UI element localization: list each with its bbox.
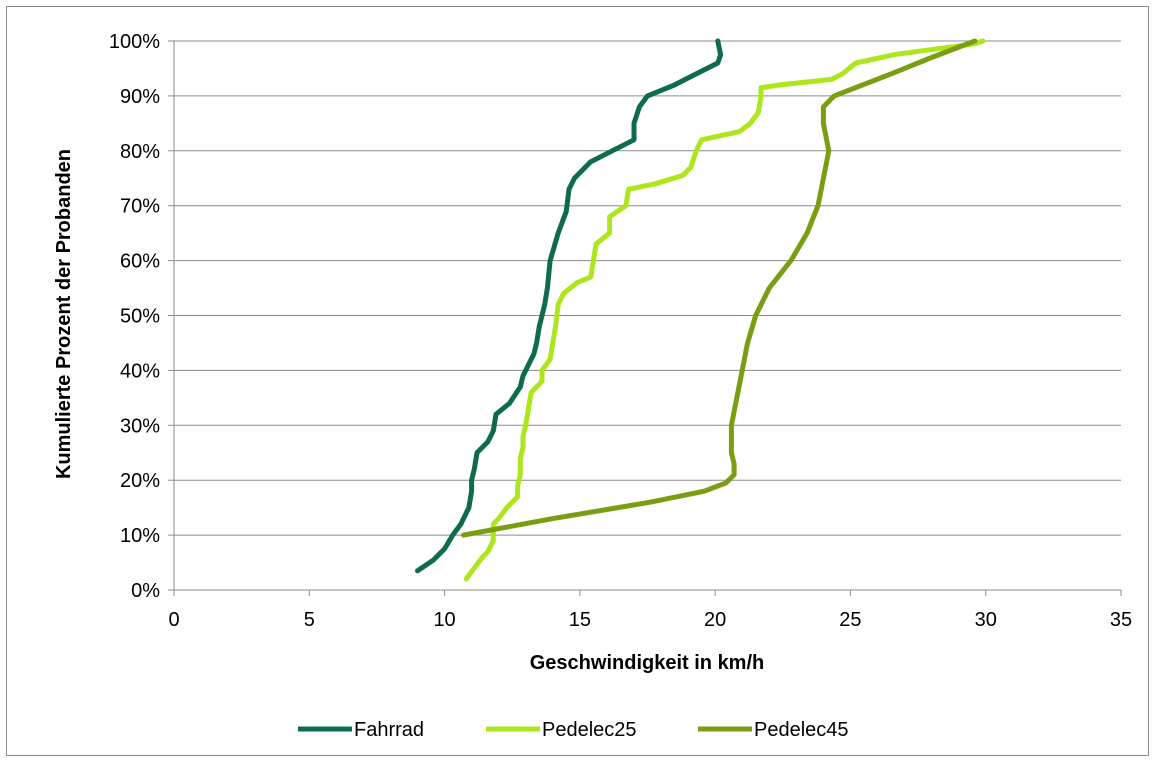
x-tick-label: 25: [839, 609, 861, 631]
x-tick-label: 30: [975, 609, 997, 631]
y-tick-labels: 0% 10% 20% 30% 40% 50% 60% 70% 80% 90% 100%: [109, 31, 160, 602]
y-tick-label: 70%: [120, 196, 160, 218]
chart-frame: [6, 6, 1149, 756]
y-tick-label: 50%: [120, 306, 160, 328]
legend: Fahrrad Pedelec25 Pedelec45: [298, 719, 849, 741]
x-tick-label: 20: [704, 609, 726, 631]
legend-label-pedelec25: Pedelec25: [542, 719, 637, 741]
legend-label-fahrrad: Fahrrad: [354, 719, 424, 741]
y-tick-label: 20%: [120, 470, 160, 492]
series-line-fahrrad: [415, 38, 724, 574]
y-tick-label: 90%: [120, 86, 160, 108]
x-tick-labels: 0 5 10 15 20 25 30 35: [168, 609, 1132, 631]
y-tick-label: 0%: [131, 580, 160, 602]
y-axis-title: Kumulierte Prozent der Probanden: [53, 149, 75, 479]
y-tick-label: 30%: [120, 415, 160, 437]
y-tick-label: 10%: [120, 525, 160, 547]
series-lines: [415, 38, 986, 582]
axes: [168, 40, 1122, 596]
x-tick-label: 5: [304, 609, 315, 631]
x-tick-label: 10: [433, 609, 455, 631]
series-line-pedelec25: [463, 38, 986, 582]
x-tick-label: 0: [168, 609, 179, 631]
y-tick-label: 100%: [109, 31, 160, 53]
x-tick-label: 35: [1110, 609, 1132, 631]
x-tick-label: 15: [569, 609, 591, 631]
series-line-pedelec45: [461, 38, 978, 538]
legend-label-pedelec45: Pedelec45: [754, 719, 849, 741]
x-axis-title: Geschwindigkeit in km/h: [530, 652, 765, 674]
gridlines: [174, 40, 1121, 536]
y-tick-label: 60%: [120, 251, 160, 273]
y-tick-label: 40%: [120, 360, 160, 382]
y-tick-label: 80%: [120, 141, 160, 163]
